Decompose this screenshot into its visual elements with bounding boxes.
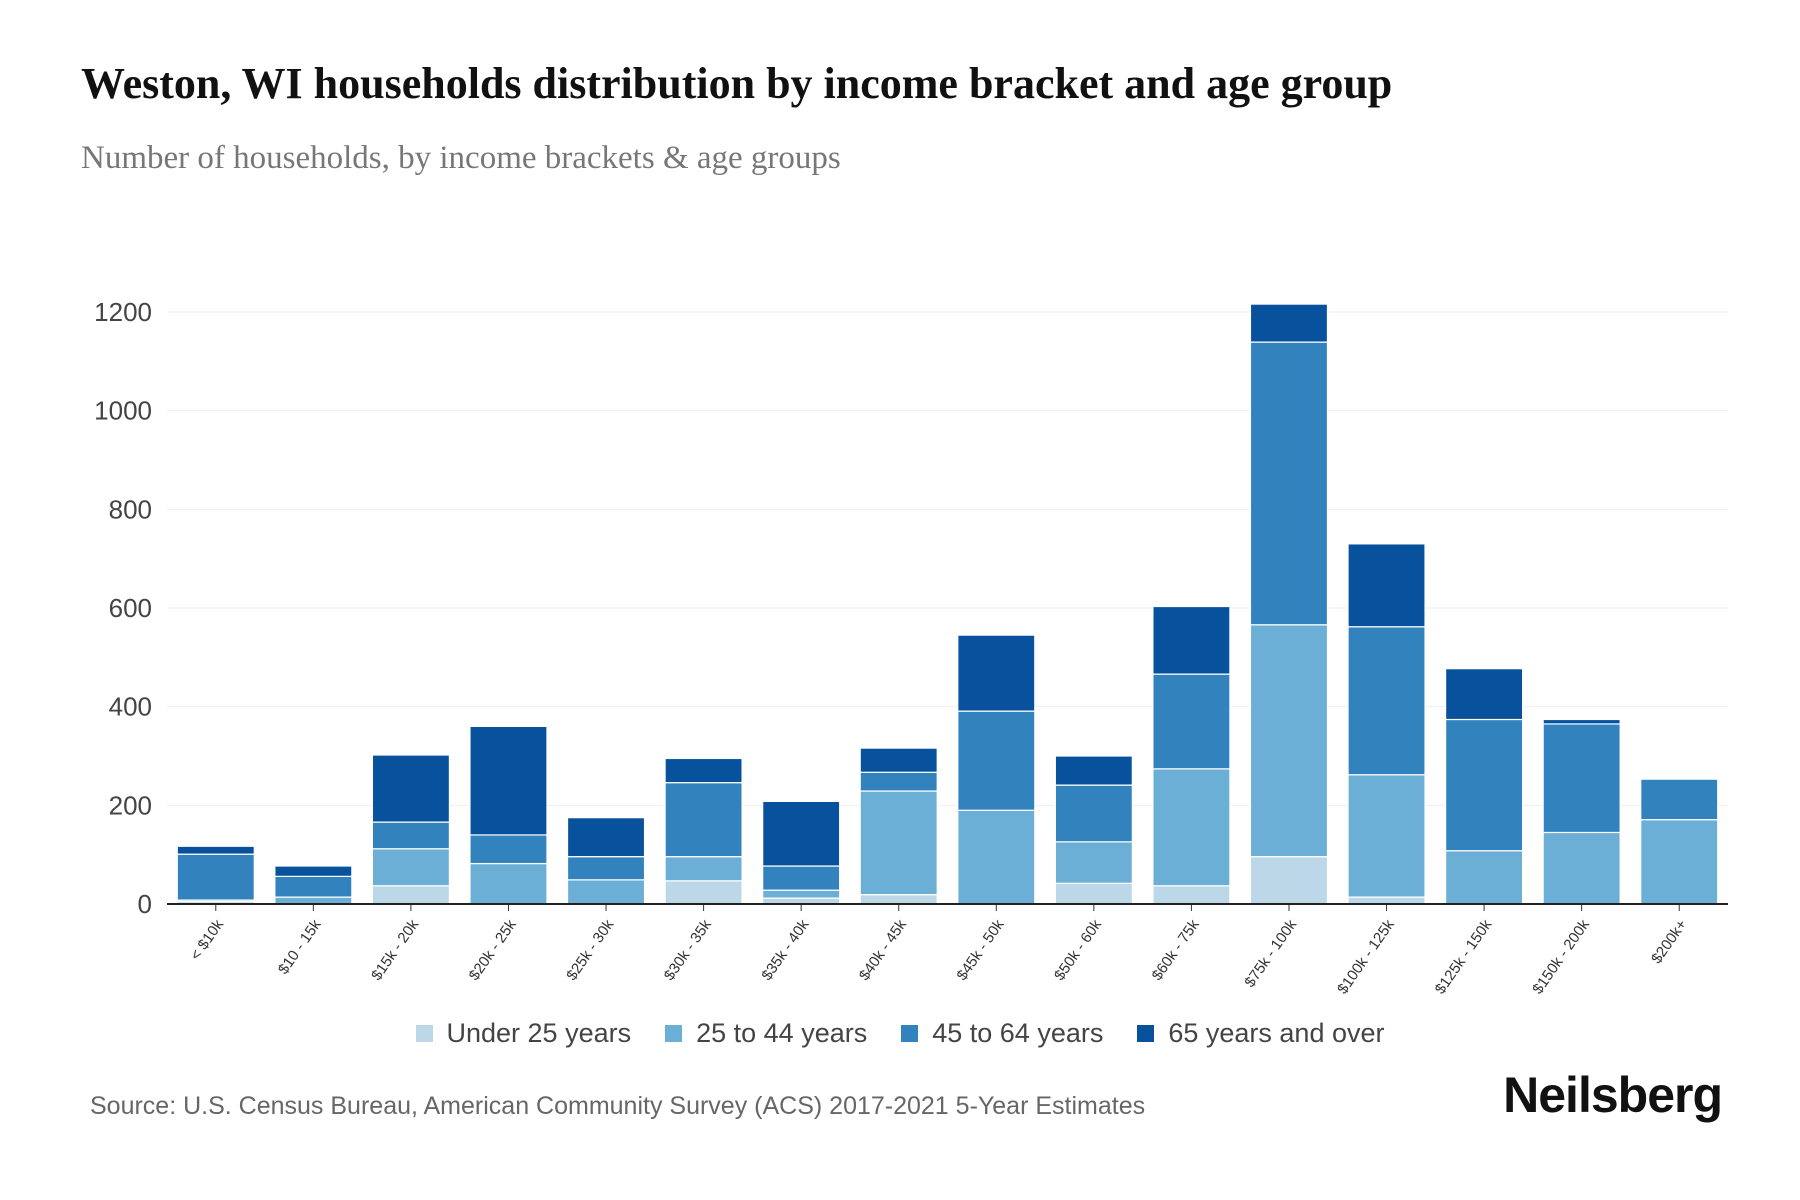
bar-segment — [664, 856, 743, 882]
bar-segment — [664, 880, 743, 905]
bar-segment — [371, 848, 451, 887]
bar-segment — [1542, 718, 1621, 725]
x-tick-label: $200k+ — [1648, 916, 1691, 967]
brand-logo: Neilsberg — [1503, 1067, 1723, 1123]
bar-segment — [1542, 723, 1621, 834]
legend-swatch — [415, 1025, 433, 1042]
source-note: Source: U.S. Census Bureau, American Com… — [90, 1092, 1146, 1120]
chart-subtitle: Number of households, by income brackets… — [81, 140, 841, 176]
x-tick-label: $35k - 40k — [758, 916, 812, 984]
bar-segment — [1347, 774, 1426, 898]
legend-swatch — [901, 1025, 919, 1042]
bar-segment — [176, 853, 255, 901]
legend-item-25-44: 25 to 44 years — [665, 1018, 867, 1049]
bar-segment — [1249, 341, 1329, 626]
x-tick-label: $75k - 100k — [1241, 916, 1300, 990]
bar-segment — [1249, 856, 1329, 905]
y-tick-label: 400 — [109, 692, 152, 722]
y-tick-label: 1000 — [94, 396, 152, 426]
bar-segment — [371, 885, 451, 905]
legend-item-65-over: 65 years and over — [1137, 1018, 1385, 1049]
bar-segment — [1152, 605, 1231, 675]
x-tick-label: $60k - 75k — [1149, 916, 1203, 984]
legend: Under 25 years 25 to 44 years 45 to 64 y… — [0, 1018, 1800, 1049]
legend-label: 65 years and over — [1168, 1018, 1385, 1048]
bar-segment — [1640, 819, 1719, 905]
bar-segment — [859, 747, 938, 773]
bar-segment — [1054, 882, 1133, 905]
x-tick-label: < $10k — [187, 916, 227, 963]
y-tick-label: 600 — [109, 593, 152, 623]
bar-segment — [664, 757, 743, 784]
bar-segment — [469, 725, 548, 836]
bar-segment — [176, 845, 255, 855]
bar-segment — [859, 894, 938, 905]
bar-segment — [1347, 626, 1426, 776]
legend-item-45-64: 45 to 64 years — [901, 1018, 1103, 1049]
bar-segment — [762, 865, 841, 891]
x-tick-label: $40k - 45k — [856, 916, 910, 984]
bar-segment — [274, 865, 353, 877]
bar-segment — [1249, 303, 1329, 343]
bar-segment — [762, 889, 841, 899]
bar-segment — [566, 856, 646, 881]
bar-segment — [957, 710, 1036, 811]
bar-segment — [1054, 755, 1133, 786]
chart-title: Weston, WI households distribution by in… — [81, 59, 1393, 108]
x-tick-label: $45k - 50k — [953, 916, 1007, 984]
x-tick-label: $125k - 150k — [1432, 916, 1496, 997]
bar-segment — [1054, 841, 1133, 884]
legend-label: Under 25 years — [446, 1018, 632, 1048]
y-tick-label: 0 — [138, 889, 152, 919]
y-tick-label: 800 — [109, 494, 152, 524]
x-tick-label: $20k - 25k — [466, 916, 520, 984]
bar-segment — [1152, 768, 1231, 887]
y-tick-label: 200 — [109, 790, 152, 820]
x-tick-label: $25k - 30k — [563, 916, 617, 984]
bar-segment — [957, 809, 1036, 905]
bar-segment — [1249, 624, 1329, 858]
y-tick-label: 1200 — [94, 297, 152, 327]
bar-segment — [859, 771, 938, 792]
x-tick-label: $50k - 60k — [1051, 916, 1105, 984]
bar-segment — [1347, 896, 1426, 905]
bar-segment — [859, 790, 938, 896]
bar-segment — [1152, 885, 1231, 905]
x-tick-label: $10 - 15k — [275, 916, 325, 977]
x-tick-label: $100k - 125k — [1334, 916, 1398, 997]
bar-segment — [1542, 831, 1621, 905]
bar-segment — [1347, 543, 1426, 628]
legend-label: 45 to 64 years — [932, 1018, 1104, 1048]
bar-segment — [1444, 850, 1524, 905]
bar-segment — [371, 821, 451, 850]
bar-segment — [469, 862, 548, 905]
legend-label: 25 to 44 years — [696, 1018, 868, 1048]
x-tick-label: $150k - 200k — [1529, 916, 1593, 997]
legend-swatch — [1137, 1025, 1155, 1042]
bar-segment — [1444, 668, 1524, 721]
legend-item-under-25: Under 25 years — [415, 1018, 632, 1049]
bar-segment — [566, 879, 646, 905]
bar-segment — [664, 782, 743, 858]
bar-segment — [1054, 784, 1133, 843]
x-tick-label: $15k - 20k — [368, 916, 422, 984]
bar-segment — [957, 634, 1036, 712]
bar-segment — [566, 817, 646, 858]
bar-segment — [469, 834, 548, 865]
legend-swatch — [665, 1025, 683, 1042]
bar-segment — [1152, 673, 1231, 770]
bar-segment — [1444, 718, 1524, 852]
bar-segment — [762, 800, 841, 867]
bar-segment — [1640, 778, 1719, 821]
bar-segment — [274, 896, 353, 905]
bar-segment — [274, 875, 353, 898]
bar-segment — [371, 754, 451, 823]
x-tick-label: $30k - 35k — [661, 916, 715, 984]
